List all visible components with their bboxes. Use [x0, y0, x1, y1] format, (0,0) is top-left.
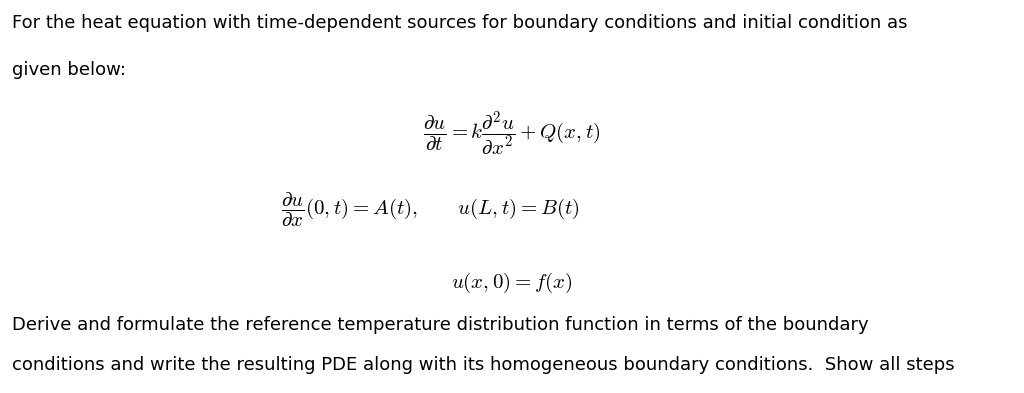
Text: $\dfrac{\partial u}{\partial t} = k\dfrac{\partial^2 u}{\partial x^2} + Q(x,t)$: $\dfrac{\partial u}{\partial t} = k\dfra…: [423, 110, 601, 158]
Text: Derive and formulate the reference temperature distribution function in terms of: Derive and formulate the reference tempe…: [12, 316, 869, 334]
Text: $\dfrac{\partial u}{\partial x}(0,t) = A(t), \qquad u(L,t) = B(t)$: $\dfrac{\partial u}{\partial x}(0,t) = A…: [281, 191, 580, 229]
Text: conditions and write the resulting PDE along with its homogeneous boundary condi: conditions and write the resulting PDE a…: [12, 356, 955, 374]
Text: For the heat equation with time-dependent sources for boundary conditions and in: For the heat equation with time-dependen…: [12, 14, 908, 32]
Text: given below:: given below:: [12, 61, 126, 79]
Text: $u(x,0) = f(x)$: $u(x,0) = f(x)$: [452, 271, 572, 295]
